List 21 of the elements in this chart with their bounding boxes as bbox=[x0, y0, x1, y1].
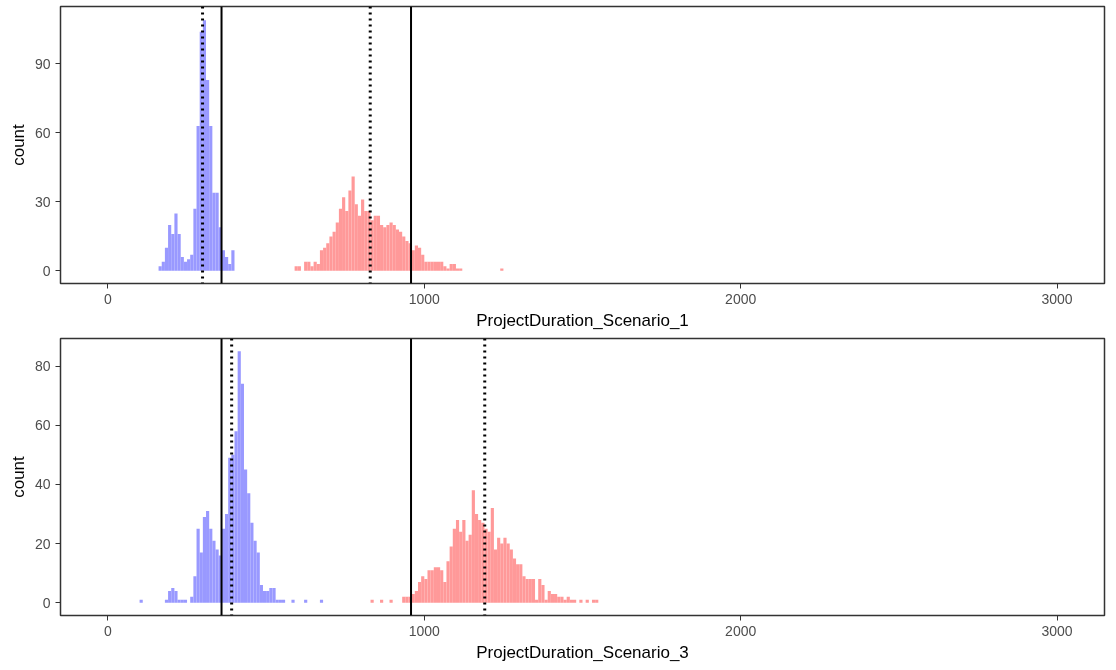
y-axis-title: count bbox=[8, 123, 28, 166]
y-tick-label: 40 bbox=[34, 476, 51, 493]
y-tick-label: 60 bbox=[34, 417, 51, 434]
y-tick-label: 80 bbox=[34, 358, 51, 375]
x-axis-title: ProjectDuration_Scenario_3 bbox=[476, 642, 689, 662]
y-tick-label: 0 bbox=[42, 262, 51, 279]
x-tick-label: 3000 bbox=[1041, 622, 1073, 639]
x-tick-label: 0 bbox=[104, 290, 113, 307]
y-tick-label: 0 bbox=[42, 594, 51, 611]
x-tick-label: 1000 bbox=[408, 622, 441, 639]
y-axis-title: count bbox=[8, 455, 28, 498]
y-tick-label: 30 bbox=[34, 193, 51, 210]
x-tick-label: 2000 bbox=[725, 290, 757, 307]
y-tick-label: 90 bbox=[34, 55, 51, 72]
x-axis-title: ProjectDuration_Scenario_1 bbox=[476, 310, 689, 330]
x-tick-label: 3000 bbox=[1041, 290, 1073, 307]
y-tick-label: 20 bbox=[34, 535, 51, 552]
x-tick-label: 1000 bbox=[408, 290, 441, 307]
y-tick-label: 60 bbox=[34, 124, 51, 141]
x-tick-label: 2000 bbox=[725, 622, 757, 639]
x-tick-label: 0 bbox=[104, 622, 113, 639]
